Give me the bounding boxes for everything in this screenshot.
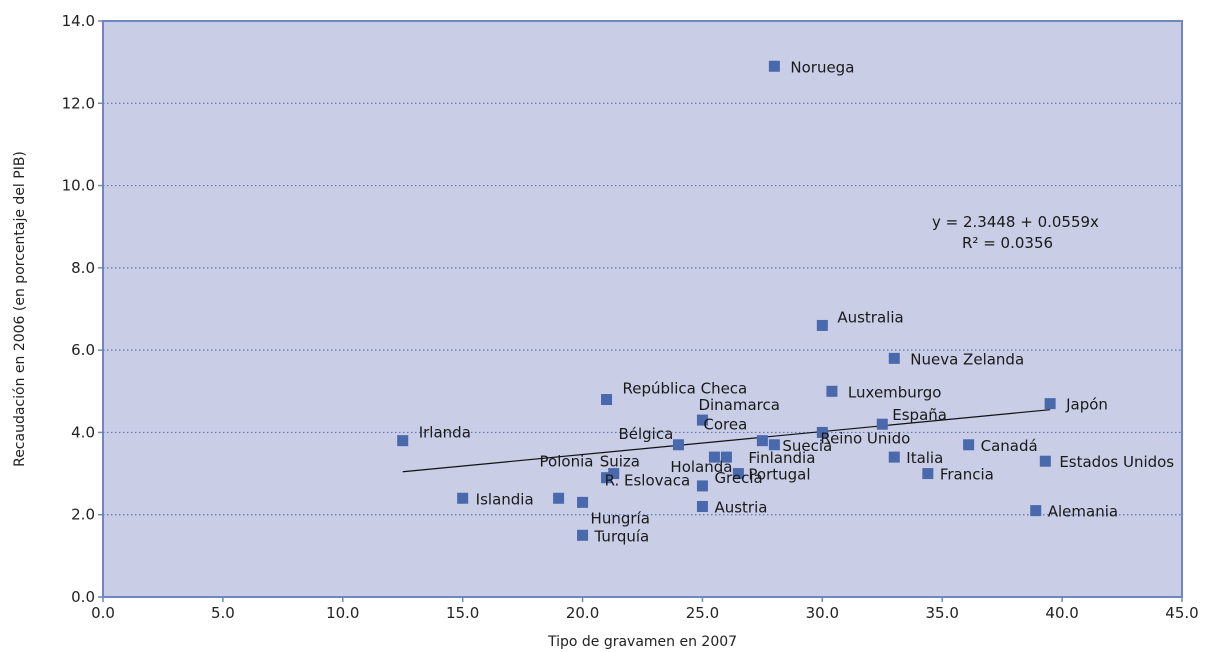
point-label-luxemburgo: Luxemburgo: [848, 383, 942, 401]
y-tick-label: 10.0: [62, 177, 95, 195]
point-label-holanda: Holanda: [670, 458, 732, 476]
x-tick-label: 30.0: [806, 604, 839, 622]
point-label-r-eslovaca: R. Eslovaca: [605, 471, 691, 489]
point-label-turquía: Turquía: [594, 527, 650, 545]
point-label-república-checa: República Checa: [623, 380, 748, 398]
point-label-españa: España: [892, 406, 947, 424]
x-tick-label: 35.0: [926, 604, 959, 622]
point-canadá: [963, 439, 975, 451]
point-polonia: [601, 472, 613, 484]
point-label-bélgica: Bélgica: [618, 425, 673, 443]
x-axis-title: Tipo de gravamen en 2007: [547, 634, 737, 650]
point-hungría: [577, 496, 589, 508]
point-label-suecia: Suecia: [782, 437, 832, 455]
point-label-nueva-zelanda: Nueva Zelanda: [910, 350, 1024, 368]
x-tick-label: 10.0: [326, 604, 359, 622]
x-tick-label: 15.0: [446, 604, 479, 622]
point-label-canadá: Canadá: [981, 437, 1038, 455]
point-label-italia: Italia: [906, 449, 943, 467]
point-estados-unidos: [1039, 455, 1051, 467]
point-suecia: [768, 439, 780, 451]
point-grecia: [696, 480, 708, 492]
point-república-checa: [601, 394, 613, 406]
plot-area: [102, 20, 1183, 598]
y-tick-label: 0.0: [71, 588, 95, 606]
y-tick-label: 2.0: [71, 506, 95, 524]
point-label-noruega: Noruega: [790, 58, 854, 76]
point-irlanda: [397, 435, 409, 447]
r-squared: R² = 0.0356: [962, 234, 1053, 252]
x-tick-label: 40.0: [1045, 604, 1078, 622]
point-bélgica: [672, 439, 684, 451]
point-japón: [1044, 398, 1056, 410]
point-dinamarca: [696, 414, 708, 426]
trendline: [402, 409, 1051, 473]
point-label-portugal: Portugal: [748, 466, 810, 484]
point-italia: [888, 451, 900, 463]
point-label-suiza: Suiza: [600, 453, 640, 471]
point-label-finlandia: Finlandia: [748, 449, 815, 467]
x-axis-ticks: 0.0 5.0 10.0 15.0 20.0 25.0 30.0 35.0 40.0 45.0: [91, 597, 1199, 622]
point-label-hungría: Hungría: [591, 509, 650, 527]
point-alemania: [1030, 505, 1042, 517]
point-label-corea: Corea: [703, 416, 747, 434]
x-tick-label: 25.0: [686, 604, 719, 622]
point-label-francia: Francia: [940, 466, 994, 484]
point-label-reino-unido: Reino Unido: [820, 429, 910, 447]
point-turquía: [577, 529, 589, 541]
point-label-grecia: Grecia: [714, 469, 762, 487]
point-islandia: [457, 492, 469, 504]
point-españa: [876, 418, 888, 430]
point-label-polonia: Polonia: [540, 453, 594, 471]
point-label-alemania: Alemania: [1048, 503, 1118, 521]
x-tick-label: 5.0: [211, 604, 235, 622]
x-tick-label: 45.0: [1165, 604, 1198, 622]
point-label-estados-unidos: Estados Unidos: [1059, 453, 1174, 471]
point-r-eslovaca: [553, 492, 565, 504]
x-tick-label: 20.0: [566, 604, 599, 622]
point-austria: [696, 500, 708, 512]
point-label-australia: Australia: [837, 308, 903, 326]
point-reino-unido: [816, 426, 828, 438]
data-points: Noruega Australia Nueva Zelanda República C…: [397, 58, 1174, 545]
point-corea: [756, 435, 768, 447]
y-tick-label: 8.0: [71, 259, 95, 277]
x-tick-label: 0.0: [91, 604, 115, 622]
point-luxemburgo: [826, 385, 838, 397]
point-label-austria: Austria: [714, 498, 767, 516]
trendline-segment: [402, 409, 1051, 473]
point-label-irlanda: Irlanda: [419, 424, 471, 442]
point-francia: [922, 468, 934, 480]
point-finlandia: [720, 451, 732, 463]
point-holanda: [708, 451, 720, 463]
y-tick-label: 12.0: [62, 94, 95, 112]
y-tick-label: 14.0: [62, 12, 95, 30]
point-noruega: [768, 60, 780, 72]
point-label-islandia: Islandia: [476, 490, 534, 508]
regression-equation: y = 2.3448 + 0.0559x: [932, 213, 1099, 231]
point-suiza: [608, 468, 620, 480]
point-portugal: [732, 468, 744, 480]
y-tick-label: 6.0: [71, 341, 95, 359]
y-axis-title: Recaudación en 2006 (en porcentaje del P…: [12, 151, 28, 467]
point-australia: [816, 319, 828, 331]
y-axis-ticks: 0.0 2.0 4.0 6.0 8.0 10.0 12.0 14.0: [62, 12, 103, 606]
y-tick-label: 4.0: [71, 423, 95, 441]
point-label-japón: Japón: [1065, 396, 1108, 414]
point-nueva-zelanda: [888, 352, 900, 364]
point-label-dinamarca: Dinamarca: [698, 396, 780, 414]
